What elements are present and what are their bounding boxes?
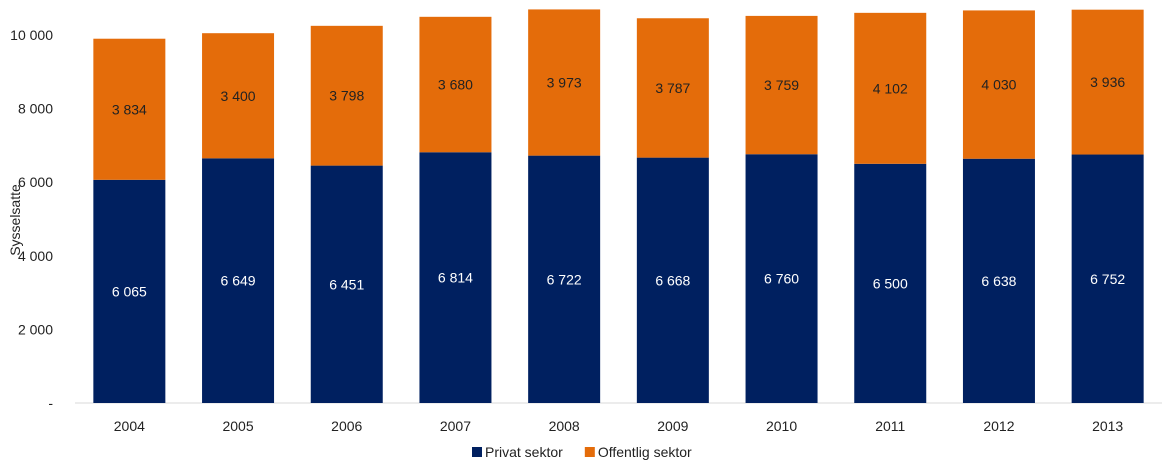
y-tick-label: 10 000 [10,27,53,43]
data-label-privat-2010: 6 760 [764,271,799,287]
data-label-privat-2011: 6 500 [873,275,908,291]
data-label-privat-2007: 6 814 [438,270,473,286]
data-label-offentlig-2011: 4 102 [873,80,908,96]
legend-label-privat: Privat sektor [485,444,563,460]
bar-offentlig-2006 [310,25,383,166]
bar-offentlig-2008 [528,9,601,156]
y-tick-label: - [48,395,53,411]
x-tick-label: 2007 [440,418,471,434]
bar-offentlig-2005 [202,33,275,159]
bar-privat-2005 [202,158,275,403]
data-label-offentlig-2012: 4 030 [981,77,1016,93]
x-tick-label: 2008 [549,418,580,434]
x-tick-label: 2005 [222,418,253,434]
x-tick-label: 2006 [331,418,362,434]
data-label-offentlig-2008: 3 973 [547,75,582,91]
x-tick-label: 2004 [114,418,145,434]
bar-privat-2004 [93,179,166,403]
bar-privat-2007 [419,152,492,403]
data-label-offentlig-2006: 3 798 [329,88,364,104]
data-label-privat-2008: 6 722 [547,271,582,287]
data-label-offentlig-2010: 3 759 [764,77,799,93]
x-tick-label: 2013 [1092,418,1123,434]
bar-privat-2013 [1071,154,1144,403]
data-label-privat-2013: 6 752 [1090,271,1125,287]
data-label-privat-2004: 6 065 [112,283,147,299]
y-tick-label: 2 000 [18,321,53,337]
data-label-offentlig-2009: 3 787 [655,80,690,96]
data-label-privat-2012: 6 638 [981,273,1016,289]
bar-offentlig-2007 [419,16,492,153]
y-tick-label: 8 000 [18,101,53,117]
y-tick-label: 4 000 [18,248,53,264]
y-tick-label: 6 000 [18,174,53,190]
bar-offentlig-2013 [1071,9,1144,155]
data-label-offentlig-2013: 3 936 [1090,74,1125,90]
x-tick-label: 2010 [766,418,797,434]
bar-offentlig-2012 [962,10,1035,159]
bars-group: 6 065 3 834 6 649 3 400 6 451 3 798 6 814 3 680… [93,9,1144,403]
bar-offentlig-2010 [745,15,818,155]
legend-swatch-offentlig [584,447,595,457]
bar-privat-2006 [310,165,383,403]
data-label-privat-2006: 6 451 [329,276,364,292]
data-label-offentlig-2004: 3 834 [112,101,147,117]
legend-swatch-privat [472,447,482,457]
x-tick-label: 2009 [657,418,688,434]
bar-offentlig-2004 [93,38,166,180]
y-axis-ticks: - 2 000 4 000 6 000 8 000 10 000 [10,27,53,411]
bar-privat-2012 [962,158,1035,403]
x-tick-label: 2012 [983,418,1014,434]
bar-privat-2010 [745,154,818,403]
bar-privat-2008 [528,155,601,403]
data-label-offentlig-2007: 3 680 [438,77,473,93]
x-tick-label: 2011 [875,418,905,434]
data-label-privat-2005: 6 649 [221,273,256,289]
bar-offentlig-2011 [854,12,927,164]
legend: Privat sektor Offentlig sektor [472,444,692,460]
bar-privat-2009 [636,157,709,403]
legend-label-offentlig: Offentlig sektor [598,444,692,460]
bar-privat-2011 [854,163,927,403]
x-axis-ticks: 2004 2005 2006 2007 2008 2009 2010 2011 2012 2013 [114,418,1124,434]
y-axis-title: Sysselsatte [7,184,23,256]
data-label-privat-2009: 6 668 [655,272,690,288]
bar-offentlig-2009 [636,18,709,158]
data-label-offentlig-2005: 3 400 [221,88,256,104]
